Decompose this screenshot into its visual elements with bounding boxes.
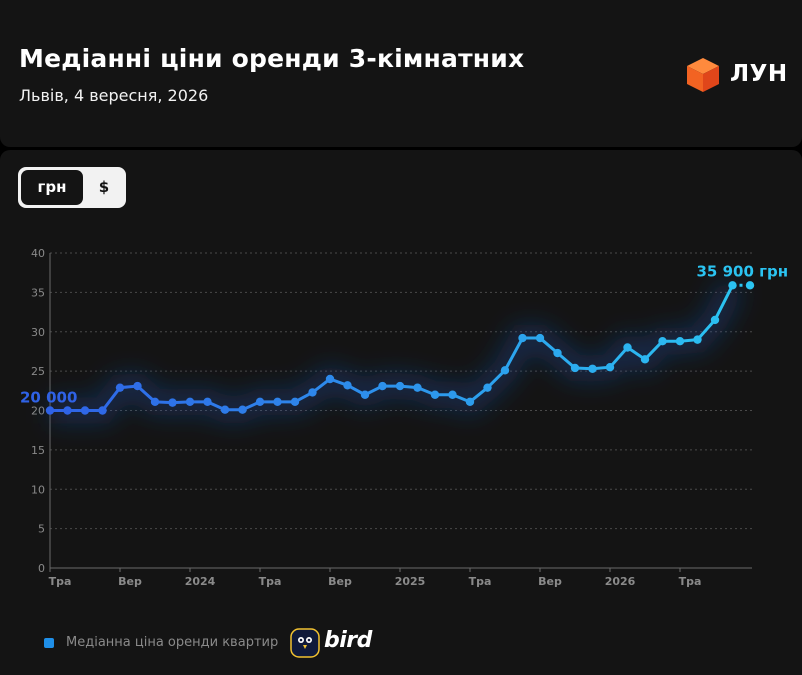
data-point bbox=[675, 337, 685, 346]
y-tick-label: 15 bbox=[31, 444, 45, 457]
page-subtitle: Львів, 4 вересня, 2026 bbox=[19, 86, 209, 105]
data-point bbox=[728, 281, 737, 290]
y-tick-label: 5 bbox=[38, 523, 45, 536]
data-point bbox=[133, 381, 142, 391]
bird-logo[interactable]: bird bbox=[290, 628, 380, 658]
data-point bbox=[745, 281, 755, 290]
y-tick-label: 25 bbox=[31, 365, 45, 378]
data-point bbox=[465, 397, 475, 407]
data-point bbox=[448, 390, 457, 399]
chart-annotations: 20 000 35 900 грн bbox=[20, 262, 788, 406]
currency-toggle[interactable]: грн $ bbox=[18, 167, 126, 208]
data-point bbox=[63, 406, 72, 415]
legend-swatch bbox=[44, 638, 54, 648]
data-point bbox=[343, 381, 352, 390]
data-point bbox=[168, 398, 177, 407]
data-point bbox=[395, 381, 405, 391]
data-point bbox=[150, 397, 160, 407]
x-tick-label: Вер bbox=[538, 575, 562, 588]
legend-label: Медіанна ціна оренди квартир bbox=[66, 635, 279, 650]
data-point bbox=[658, 337, 667, 346]
data-point bbox=[570, 363, 580, 373]
chart-card bbox=[0, 150, 802, 675]
cube-icon bbox=[687, 58, 719, 92]
x-tick-label: Вер bbox=[118, 575, 142, 588]
data-point bbox=[98, 406, 107, 415]
data-point bbox=[360, 390, 370, 399]
x-tick-label: 2025 bbox=[395, 575, 426, 588]
series-line bbox=[50, 284, 734, 412]
chart-series bbox=[45, 279, 755, 424]
data-point bbox=[220, 405, 230, 414]
x-tick-label: Тра bbox=[679, 575, 702, 588]
data-point bbox=[693, 335, 702, 344]
first-value-label: 20 000 bbox=[20, 389, 77, 407]
x-tick-label: Тра bbox=[259, 575, 282, 588]
x-tick-label: Тра bbox=[49, 575, 72, 588]
data-point bbox=[203, 397, 212, 407]
y-tick-label: 30 bbox=[31, 326, 45, 339]
page-title: Медіанні ціни оренди 3-кімнатних bbox=[19, 44, 525, 73]
x-tick-label: Тра bbox=[469, 575, 492, 588]
x-tick-label: 2024 bbox=[185, 575, 216, 588]
data-point bbox=[290, 397, 300, 407]
data-point bbox=[115, 383, 125, 392]
data-point bbox=[325, 374, 335, 384]
x-tick-label: Вер bbox=[328, 575, 352, 588]
bird-icon bbox=[290, 628, 320, 658]
data-point bbox=[430, 390, 440, 399]
y-tick-label: 20 bbox=[31, 405, 45, 418]
last-value-label: 35 900 грн bbox=[697, 262, 789, 280]
lun-logo[interactable]: ЛУН bbox=[684, 56, 794, 94]
data-point bbox=[45, 406, 55, 415]
bird-text: bird bbox=[324, 628, 372, 653]
logo-text: ЛУН bbox=[730, 61, 788, 87]
data-point bbox=[640, 355, 650, 364]
y-tick-label: 0 bbox=[38, 562, 45, 575]
data-point bbox=[605, 362, 615, 372]
data-point bbox=[185, 397, 195, 407]
data-point bbox=[80, 406, 90, 415]
data-point bbox=[500, 366, 510, 375]
data-point bbox=[378, 381, 387, 391]
data-point bbox=[238, 405, 247, 414]
data-point bbox=[623, 343, 632, 352]
header-card: Медіанні ціни оренди 3-кімнатних Львів, … bbox=[0, 0, 802, 147]
data-point bbox=[535, 333, 545, 343]
data-point bbox=[255, 397, 265, 407]
x-tick-label: 2026 bbox=[605, 575, 636, 588]
y-tick-label: 40 bbox=[31, 247, 45, 260]
y-tick-label: 35 bbox=[31, 286, 45, 299]
currency-option-uah[interactable]: грн bbox=[21, 170, 83, 205]
data-point bbox=[518, 333, 527, 343]
data-point bbox=[308, 388, 317, 397]
data-point bbox=[483, 383, 492, 392]
data-point bbox=[553, 348, 562, 358]
chart-legend: Медіанна ціна оренди квартир bbox=[44, 628, 384, 658]
y-tick-label: 10 bbox=[31, 483, 45, 496]
data-point bbox=[710, 315, 720, 325]
currency-option-usd[interactable]: $ bbox=[98, 178, 110, 196]
data-point bbox=[413, 383, 422, 392]
data-point bbox=[273, 397, 282, 407]
data-point bbox=[588, 364, 597, 373]
